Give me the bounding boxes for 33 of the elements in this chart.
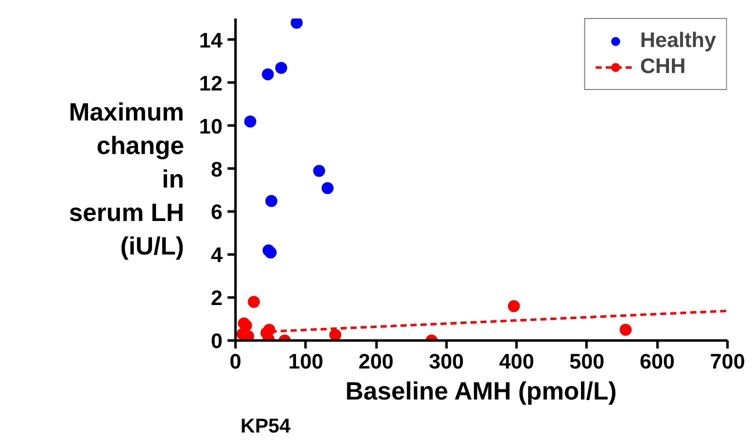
y-tick-label: 0 — [210, 330, 223, 353]
x-tick-label: 300 — [428, 350, 464, 374]
point — [262, 68, 274, 80]
legend-label: Healthy — [640, 29, 716, 53]
x-tick-label: 500 — [569, 350, 604, 374]
point — [329, 328, 342, 340]
text: KP54 — [240, 416, 292, 438]
x-tick-label: 700 — [710, 350, 746, 374]
point — [290, 18, 303, 29]
point — [620, 324, 632, 336]
x-tick-label: 100 — [288, 350, 324, 374]
x-axis-title: Baseline AMH (pmol/L) — [345, 378, 617, 406]
x-tick-label: 400 — [499, 350, 534, 374]
point — [508, 300, 520, 312]
y-tick-label: 12 — [199, 72, 222, 96]
x-tick-label: 0 — [230, 350, 242, 374]
point — [248, 296, 260, 308]
y-tick-label: 14 — [199, 29, 223, 52]
y-tick-label: 2 — [210, 287, 223, 310]
point — [244, 116, 256, 128]
point — [265, 194, 278, 207]
y-tick-label: 10 — [199, 115, 222, 138]
x-tick-label: 600 — [640, 350, 675, 374]
y-axis-title: Maximum change in serum LH (iU/L) — [68, 98, 184, 261]
y-tick-label: 6 — [210, 201, 223, 224]
point — [322, 182, 334, 194]
point — [262, 244, 275, 256]
x-tick-label: 200 — [358, 350, 394, 374]
y-tick-label: 8 — [210, 158, 223, 182]
legend-label: CHH — [640, 55, 686, 79]
point — [275, 62, 288, 74]
y-tick-label: 4 — [210, 244, 223, 268]
point — [313, 164, 326, 177]
